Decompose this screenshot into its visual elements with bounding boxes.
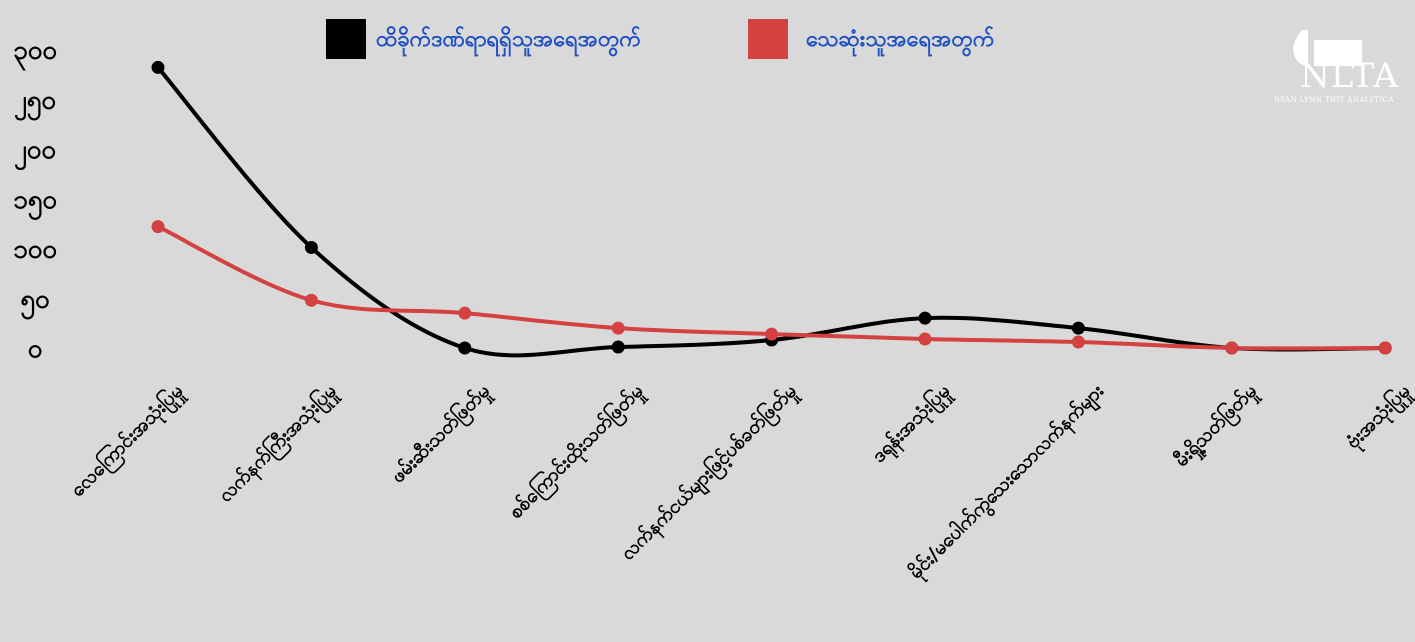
legend-swatch	[748, 19, 788, 59]
y-tick-label: ၅၀	[20, 284, 50, 320]
y-tick-label: ၂၀၀	[14, 135, 56, 171]
x-tick-label: စစ်ကြောင်းထိုးသတ်ဖြတ်မှု	[502, 378, 651, 527]
data-point-injured	[1071, 321, 1085, 335]
x-axis-ticks: လေကြောင်းအသုံးပြုမှု လက်နက်ကြီးအသုံးပြုမှ…	[64, 378, 1415, 587]
series-line-injured	[156, 65, 1388, 358]
data-point-deaths	[151, 220, 165, 234]
series-lines	[156, 65, 1388, 358]
brand-logo: NLTA NYAN LYNN THIT ANALYTICA	[1272, 26, 1415, 110]
y-tick-label: ၁၅၀	[13, 185, 57, 221]
data-point-injured	[611, 340, 625, 354]
data-point-injured	[918, 311, 932, 325]
data-point-deaths	[918, 332, 932, 346]
data-point-deaths	[304, 293, 318, 307]
legend-label: သေဆုံးသူအရေအတွက်	[806, 25, 994, 57]
x-tick-label: လက်နက်ကြီးအသုံးပြုမှု	[212, 378, 344, 510]
x-tick-label: မီးရှို့သတ်ဖြတ်မှု	[1168, 378, 1265, 475]
data-point-deaths	[1071, 335, 1085, 349]
data-point-deaths	[611, 321, 625, 335]
data-point-deaths	[1225, 341, 1239, 355]
x-tick-label: ဖမ်းဆီးသတ်ဖြတ်မှု	[385, 378, 498, 491]
logo-text: NLTA	[1300, 56, 1399, 96]
y-tick-label: ၀	[28, 334, 43, 364]
x-tick-label: ဗုံးအသုံးပြုမှု	[1340, 378, 1415, 457]
data-point-injured	[458, 341, 472, 355]
data-point-injured	[151, 60, 165, 74]
logo-mark-icon	[1293, 30, 1362, 66]
y-tick-label: ၃၀၀	[13, 36, 57, 72]
data-point-deaths	[458, 306, 472, 320]
series-points	[151, 60, 1392, 355]
legend: ထိခိုက်ဒဏ်ရာရရှိသူအရေအတွက် သေဆုံးသူအရေအတွ…	[326, 19, 994, 59]
legend-label: ထိခိုက်ဒဏ်ရာရရှိသူအရေအတွက်	[376, 25, 641, 57]
x-tick-label: လက်နက်ငယ်များဖြင့်ပစ်ခတ်ဖြတ်မှု	[614, 378, 804, 568]
legend-swatch	[326, 19, 366, 59]
x-tick-label: ဒရုန်းအသုံးပြုမှု	[865, 378, 958, 471]
y-axis-ticks: ၀ ၅၀ ၁၀၀ ၁၅၀ ၂၀၀ ၂၅၀ ၃၀၀	[13, 36, 57, 365]
data-point-injured	[304, 241, 318, 255]
data-point-deaths	[1378, 341, 1392, 355]
logo-subtitle: NYAN LYNN THIT ANALYTICA	[1274, 96, 1394, 104]
y-tick-label: ၁၀၀	[13, 235, 57, 265]
y-tick-label: ၂၅၀	[14, 85, 56, 121]
x-tick-label: လေကြောင်းအသုံးပြုမှု	[64, 378, 191, 505]
data-point-deaths	[765, 327, 779, 341]
